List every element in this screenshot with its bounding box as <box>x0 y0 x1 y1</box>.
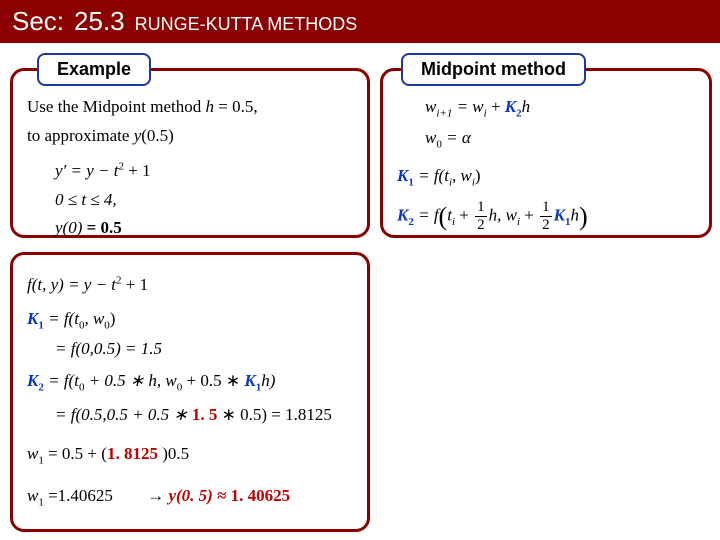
m1-w: w <box>425 97 436 116</box>
intro-text2: = 0.5, <box>214 97 258 116</box>
c8-y: y(0. 5) <box>168 486 212 505</box>
f2n: 1 <box>540 200 552 217</box>
method-label: Midpoint method <box>401 53 586 86</box>
m1-k: K <box>505 97 516 116</box>
m2-r: = α <box>442 128 471 147</box>
intro-text3: to approximate <box>27 126 134 145</box>
c6-r2: )0.5 <box>158 444 189 463</box>
sec-num: 25.3 <box>74 6 125 37</box>
example-content: Use the Midpoint method h = 0.5, to appr… <box>27 94 353 241</box>
k2-plus: + <box>455 205 473 224</box>
k2-kk: K <box>554 205 565 224</box>
k2-h: h, w <box>489 205 517 224</box>
c2-r: = f(t <box>44 309 79 328</box>
c7-r: =1.40625 <box>44 486 113 505</box>
f2d: 2 <box>540 217 552 233</box>
sec-subtitle: RUNGE-KUTTA METHODS <box>135 14 358 35</box>
c4-r2: + 0.5 ∗ h, w <box>84 371 176 390</box>
c6-red: 1. 8125 <box>107 444 158 463</box>
eq2: 0 ≤ t ≤ 4, <box>55 190 117 209</box>
c1-f: f(t, y) = y − t <box>27 275 116 294</box>
f1d: 2 <box>475 217 487 233</box>
example-box: Example Use the Midpoint method h = 0.5,… <box>10 68 370 238</box>
eq1-end: + 1 <box>124 161 151 180</box>
c8-arrow: → <box>147 486 168 505</box>
intro-text1: Use the Midpoint method <box>27 97 205 116</box>
k2-h2: h <box>570 205 579 224</box>
m1-eq: = w <box>452 97 483 116</box>
m2-w: w <box>425 128 436 147</box>
c7-w: w <box>27 486 38 505</box>
eq1-lhs: y′ <box>55 161 66 180</box>
calc-content: f(t, y) = y − t2 + 1 K1 = f(t0, w0) = f(… <box>27 272 353 511</box>
m1-ws: i+1 <box>436 107 452 119</box>
c1-end: + 1 <box>122 275 149 294</box>
c6-r1: = 0.5 + ( <box>44 444 107 463</box>
k1-k: K <box>397 166 408 185</box>
intro-yv: (0.5) <box>141 126 174 145</box>
k1-r2: , w <box>452 166 472 185</box>
method-box: Midpoint method wi+1 = wi + K2h w0 = α K… <box>380 68 712 238</box>
c4-k1: K <box>244 371 255 390</box>
example-label: Example <box>37 53 151 86</box>
c6-w: w <box>27 444 38 463</box>
method-content: wi+1 = wi + K2h w0 = α K1 = f(ti, wi) K2… <box>397 94 695 236</box>
header: Sec: 25.3 RUNGE-KUTTA METHODS <box>0 0 720 43</box>
sec-label: Sec: <box>12 6 64 37</box>
k2-p1: ( <box>439 202 448 231</box>
c4-k: K <box>27 371 38 390</box>
k1-r: = f(t <box>414 166 449 185</box>
c4-r3: + 0.5 ∗ <box>182 371 244 390</box>
c2-r2: , w <box>84 309 104 328</box>
k2-k: K <box>397 205 408 224</box>
intro-h: h <box>205 97 214 116</box>
k2-p2: ) <box>579 202 588 231</box>
c2-r3: ) <box>110 309 116 328</box>
k2-r1: = f <box>414 205 439 224</box>
k1-r3: ) <box>475 166 481 185</box>
c8-approx: ≈ <box>213 486 231 505</box>
eq1-rhs: = y − t <box>66 161 118 180</box>
c5red: 1. 5 <box>192 405 218 424</box>
c4-r4: h) <box>261 371 275 390</box>
c3: = f(0,0.5) = 1.5 <box>55 339 162 358</box>
c4-r: = f(t <box>44 371 79 390</box>
c8-v: 1. 40625 <box>231 486 291 505</box>
eq3-rhs: = 0.5 <box>82 218 121 237</box>
c5a: = f(0.5,0.5 + 0.5 ∗ <box>55 405 192 424</box>
f1n: 1 <box>475 200 487 217</box>
m1-plus: + <box>487 97 505 116</box>
k2-plus2: + <box>520 205 538 224</box>
c5b: ∗ 0.5) = 1.8125 <box>217 405 332 424</box>
eq3-lhs: y(0) <box>55 218 82 237</box>
m1-h: h <box>522 97 531 116</box>
calc-box: f(t, y) = y − t2 + 1 K1 = f(t0, w0) = f(… <box>10 252 370 532</box>
c2-k: K <box>27 309 38 328</box>
